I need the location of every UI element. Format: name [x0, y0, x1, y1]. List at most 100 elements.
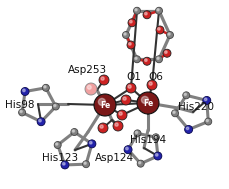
Circle shape — [71, 129, 78, 136]
Circle shape — [128, 19, 136, 27]
Circle shape — [84, 162, 86, 164]
Circle shape — [185, 126, 192, 133]
Circle shape — [123, 32, 130, 39]
Circle shape — [56, 143, 58, 145]
Circle shape — [98, 98, 105, 105]
Circle shape — [137, 160, 144, 167]
Circle shape — [90, 142, 92, 144]
Circle shape — [135, 57, 137, 59]
Circle shape — [52, 103, 59, 110]
Circle shape — [134, 130, 141, 137]
Text: His194: His194 — [130, 135, 166, 145]
Circle shape — [154, 135, 156, 137]
Circle shape — [143, 11, 151, 19]
Circle shape — [63, 163, 65, 165]
Circle shape — [187, 127, 189, 130]
Circle shape — [88, 140, 95, 147]
Circle shape — [203, 96, 211, 105]
Text: O1: O1 — [126, 72, 141, 82]
Circle shape — [129, 43, 131, 45]
Circle shape — [124, 33, 126, 35]
Circle shape — [115, 123, 118, 126]
Circle shape — [125, 146, 132, 153]
Circle shape — [156, 154, 158, 156]
Circle shape — [88, 140, 96, 148]
Circle shape — [184, 93, 186, 95]
Circle shape — [54, 142, 61, 149]
Circle shape — [154, 153, 161, 160]
Text: His98: His98 — [5, 100, 35, 110]
Circle shape — [38, 118, 45, 125]
Circle shape — [83, 161, 90, 168]
Circle shape — [156, 26, 164, 34]
Circle shape — [61, 161, 68, 168]
Circle shape — [137, 92, 159, 114]
Circle shape — [113, 121, 123, 131]
Circle shape — [141, 96, 148, 103]
Text: His220: His220 — [178, 102, 214, 112]
Circle shape — [186, 127, 189, 130]
Circle shape — [101, 77, 104, 80]
Circle shape — [144, 12, 147, 15]
Circle shape — [44, 86, 46, 88]
Circle shape — [126, 147, 128, 150]
Circle shape — [185, 125, 193, 133]
Circle shape — [155, 56, 163, 63]
Circle shape — [172, 110, 179, 117]
Circle shape — [157, 9, 159, 11]
Circle shape — [90, 141, 92, 144]
Text: Asp124: Asp124 — [95, 153, 134, 163]
Circle shape — [72, 130, 74, 132]
Circle shape — [119, 112, 122, 115]
Circle shape — [157, 57, 159, 59]
Circle shape — [100, 125, 103, 128]
Circle shape — [85, 83, 97, 95]
Circle shape — [135, 131, 138, 133]
Circle shape — [19, 109, 26, 116]
Circle shape — [63, 163, 65, 165]
Text: Fe: Fe — [100, 101, 110, 109]
Circle shape — [61, 161, 69, 169]
Circle shape — [94, 94, 116, 116]
Circle shape — [165, 51, 167, 53]
Circle shape — [117, 110, 127, 120]
Circle shape — [22, 88, 29, 95]
Circle shape — [126, 148, 128, 150]
Circle shape — [144, 59, 147, 61]
Circle shape — [139, 162, 141, 164]
Circle shape — [158, 28, 160, 30]
Circle shape — [183, 92, 190, 99]
Circle shape — [152, 134, 159, 141]
Circle shape — [206, 119, 208, 122]
Circle shape — [135, 9, 137, 11]
Circle shape — [39, 120, 41, 122]
Text: His123: His123 — [42, 153, 78, 163]
Circle shape — [155, 154, 158, 156]
Circle shape — [134, 56, 141, 63]
Text: Asp253: Asp253 — [68, 65, 107, 75]
Circle shape — [23, 89, 25, 92]
Circle shape — [21, 88, 29, 95]
Circle shape — [203, 97, 210, 104]
Circle shape — [155, 7, 163, 14]
Circle shape — [149, 82, 152, 85]
Circle shape — [205, 118, 212, 125]
Circle shape — [173, 111, 175, 113]
Circle shape — [124, 146, 132, 154]
Circle shape — [134, 7, 141, 14]
Circle shape — [39, 119, 41, 122]
Text: Fe: Fe — [143, 98, 153, 108]
Circle shape — [128, 85, 131, 88]
Circle shape — [23, 89, 25, 92]
Circle shape — [147, 80, 157, 90]
Circle shape — [126, 83, 136, 93]
Circle shape — [37, 118, 45, 126]
Circle shape — [54, 104, 56, 107]
Circle shape — [204, 98, 207, 101]
Circle shape — [123, 97, 126, 100]
Circle shape — [20, 110, 22, 113]
Circle shape — [127, 41, 135, 49]
Circle shape — [143, 57, 151, 65]
Circle shape — [163, 49, 171, 57]
Circle shape — [168, 33, 170, 35]
